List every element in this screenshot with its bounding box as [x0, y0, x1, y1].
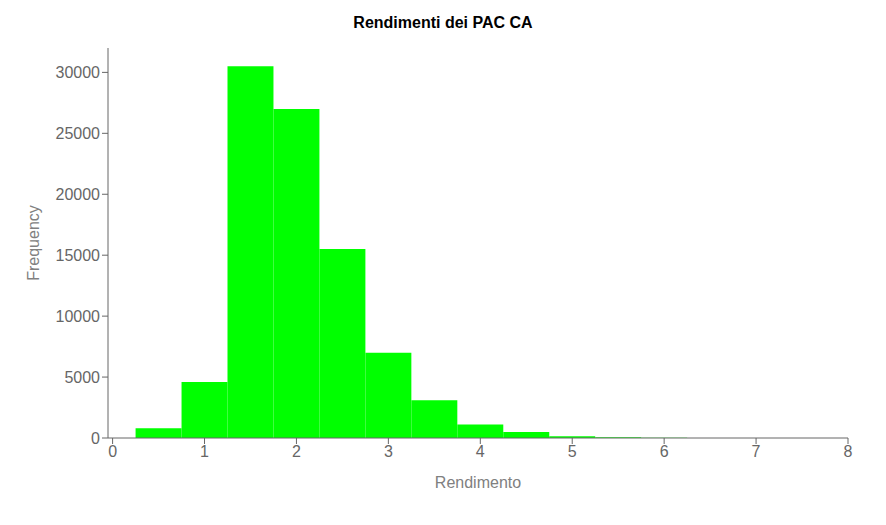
svg-text:3: 3 — [384, 443, 393, 460]
svg-text:4: 4 — [476, 443, 485, 460]
svg-text:7: 7 — [752, 443, 761, 460]
svg-text:5: 5 — [568, 443, 577, 460]
svg-text:2: 2 — [292, 443, 301, 460]
svg-text:0: 0 — [108, 443, 117, 460]
svg-text:8: 8 — [844, 443, 853, 460]
svg-text:1: 1 — [200, 443, 209, 460]
svg-text:30000: 30000 — [56, 64, 101, 81]
svg-text:15000: 15000 — [56, 247, 101, 264]
svg-text:20000: 20000 — [56, 186, 101, 203]
html-text:Rendimenti dei PAC CA: Rendimenti dei PAC CA — [353, 14, 533, 31]
svg-text:0: 0 — [91, 430, 100, 447]
svg-text:5000: 5000 — [64, 369, 100, 386]
svg-text:Frequency: Frequency — [25, 205, 42, 281]
svg-text:25000: 25000 — [56, 125, 101, 142]
svg-text:6: 6 — [660, 443, 669, 460]
svg-text:Rendimento: Rendimento — [435, 474, 521, 491]
svg-text:10000: 10000 — [56, 308, 101, 325]
